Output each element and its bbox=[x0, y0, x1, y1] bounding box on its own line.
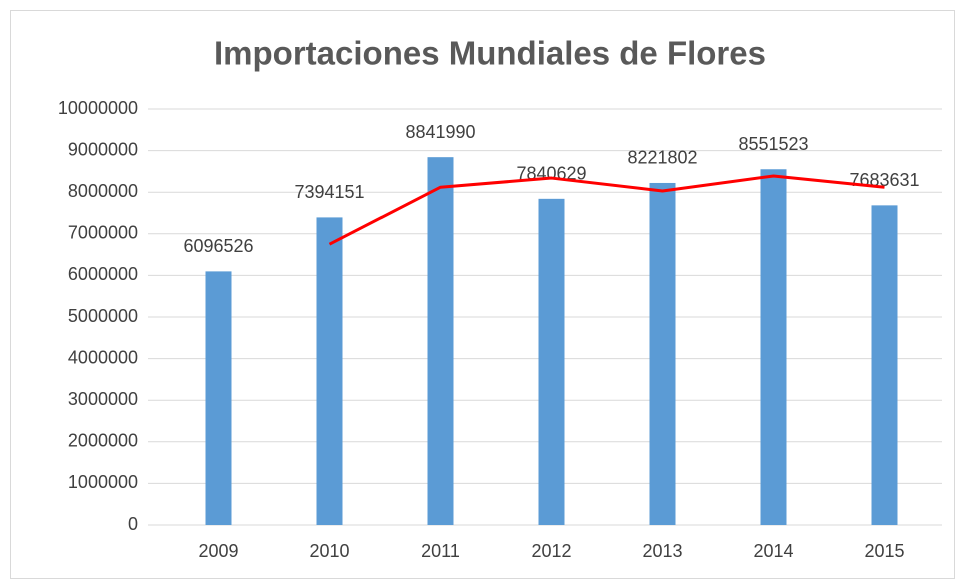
chart-border bbox=[10, 10, 955, 579]
bar bbox=[316, 217, 343, 525]
y-tick-label: 8000000 bbox=[68, 181, 138, 201]
line bbox=[328, 174, 885, 246]
bar bbox=[760, 169, 787, 525]
x-tick-label: 2011 bbox=[421, 541, 460, 561]
y-tick-label: 7000000 bbox=[68, 223, 138, 243]
x-tick-label: 2015 bbox=[864, 541, 904, 561]
y-tick-label: 10000000 bbox=[58, 98, 138, 118]
y-tick-label: 4000000 bbox=[68, 347, 138, 367]
data-label: 6096526 bbox=[183, 236, 253, 256]
bar bbox=[427, 157, 454, 525]
data-label: 8221802 bbox=[627, 148, 697, 168]
data-label: 8841990 bbox=[405, 122, 475, 142]
y-tick-label: 3000000 bbox=[68, 389, 138, 409]
bar bbox=[649, 182, 676, 526]
bar bbox=[871, 205, 898, 525]
y-tick-label: 1000000 bbox=[68, 472, 138, 492]
chart-title: Importaciones Mundiales de Flores bbox=[214, 35, 766, 72]
y-tick-label: 2000000 bbox=[68, 431, 138, 451]
bar bbox=[538, 198, 565, 525]
data-label: 8551523 bbox=[738, 134, 808, 154]
data-label: 7394151 bbox=[294, 182, 364, 202]
x-tick-label: 2010 bbox=[309, 541, 349, 561]
x-tick-label: 2013 bbox=[642, 541, 682, 561]
x-tick-label: 2009 bbox=[198, 541, 238, 561]
bar bbox=[205, 271, 232, 525]
y-tick-label: 6000000 bbox=[68, 264, 138, 284]
y-tick-label: 5000000 bbox=[68, 306, 138, 326]
y-tick-label: 0 bbox=[128, 514, 138, 534]
y-tick-label: 9000000 bbox=[68, 139, 138, 159]
x-tick-label: 2012 bbox=[531, 541, 571, 561]
x-tick-label: 2014 bbox=[753, 541, 793, 561]
